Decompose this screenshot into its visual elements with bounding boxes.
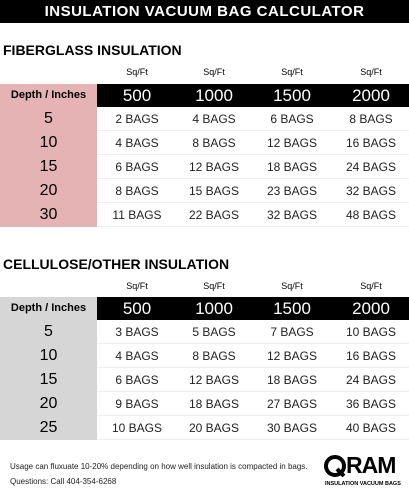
bag-count: 40 BAGS	[345, 421, 397, 435]
depth-value: 20	[39, 395, 58, 412]
depth-value: 15	[39, 371, 58, 388]
bag-count: 12 BAGS	[266, 349, 318, 363]
section-title: FIBERGLASS INSULATION	[3, 42, 182, 58]
bag-count: 36 BAGS	[345, 397, 397, 411]
section-title: CELLULOSE/OTHER INSULATION	[3, 256, 230, 272]
column-header: 2000	[352, 86, 390, 105]
depth-value: 5	[44, 323, 53, 340]
row-line	[97, 415, 409, 416]
row-line	[97, 391, 409, 392]
bag-count: 10 BAGS	[345, 325, 397, 339]
unit-label: Sq/Ft	[203, 67, 225, 77]
depth-value: 30	[39, 206, 58, 223]
header-bar	[97, 297, 409, 320]
unit-label: Sq/Ft	[203, 281, 225, 291]
column-header: 1500	[273, 86, 311, 105]
bag-count: 6 BAGS	[270, 112, 314, 126]
bag-count: 6 BAGS	[115, 373, 159, 387]
unit-label: Sq/Ft	[360, 67, 382, 77]
depth-value: 10	[39, 347, 58, 364]
footer-contact: Questions: Call 404-354-6268	[10, 477, 117, 486]
row-line	[97, 343, 409, 344]
column-header: 500	[122, 86, 152, 105]
bag-count: 18 BAGS	[266, 160, 318, 174]
bag-count: 11 BAGS	[112, 208, 162, 222]
bag-count: 6 BAGS	[115, 160, 159, 174]
row-line	[97, 367, 409, 368]
column-header: 1000	[195, 299, 233, 318]
depth-value: 20	[39, 182, 58, 199]
depth-value: 25	[39, 419, 58, 436]
logo-tagline: INSULATION VACUUM BAGS	[325, 481, 401, 487]
footer-note: Usage can fluxuate 10-20% depending on h…	[10, 462, 308, 471]
bag-count: 8 BAGS	[115, 184, 159, 198]
bag-count: 16 BAGS	[345, 349, 397, 363]
bag-count: 48 BAGS	[345, 208, 397, 222]
column-header: 2000	[352, 299, 390, 318]
bag-count: 12 BAGS	[188, 160, 240, 174]
bag-count: 12 BAGS	[266, 136, 318, 150]
unit-label: Sq/Ft	[281, 67, 303, 77]
row-line	[97, 226, 409, 227]
bag-count: 18 BAGS	[266, 373, 318, 387]
bag-count: 4 BAGS	[192, 112, 236, 126]
depth-value: 5	[44, 110, 53, 127]
side-column	[0, 297, 97, 440]
row-line	[97, 439, 409, 440]
bag-count: 27 BAGS	[266, 397, 318, 411]
bag-count: 15 BAGS	[188, 184, 240, 198]
unit-label: Sq/Ft	[281, 281, 303, 291]
bag-count: 30 BAGS	[266, 421, 318, 435]
unit-label: Sq/Ft	[126, 67, 148, 77]
bag-count: 22 BAGS	[188, 208, 240, 222]
bag-count: 5 BAGS	[192, 325, 236, 339]
header-bar	[97, 84, 409, 107]
bag-count: 20 BAGS	[188, 421, 240, 435]
depth-label: Depth / Inches	[10, 302, 87, 314]
row-line	[97, 178, 409, 179]
bag-count: 7 BAGS	[270, 325, 314, 339]
bag-count: 23 BAGS	[266, 184, 318, 198]
bag-count: 9 BAGS	[115, 397, 159, 411]
column-header: 500	[122, 299, 152, 318]
bag-count: 24 BAGS	[345, 373, 397, 387]
column-header: 1000	[195, 86, 233, 105]
bag-count: 24 BAGS	[345, 160, 397, 174]
bag-count: 8 BAGS	[192, 349, 236, 363]
row-line	[97, 154, 409, 155]
unit-label: Sq/Ft	[360, 281, 382, 291]
column-header: 1500	[273, 299, 311, 318]
bag-count: 3 BAGS	[115, 325, 159, 339]
row-line	[97, 202, 409, 203]
bag-count: 10 BAGS	[111, 421, 163, 435]
bag-count: 12 BAGS	[188, 373, 240, 387]
bag-count: 16 BAGS	[345, 136, 397, 150]
bag-count: 8 BAGS	[192, 136, 236, 150]
depth-value: 10	[39, 134, 58, 151]
logo-icon	[324, 455, 346, 477]
bag-count: 2 BAGS	[115, 112, 159, 126]
logo-text: RAM	[346, 452, 396, 478]
bag-count: 4 BAGS	[115, 136, 159, 150]
unit-label: Sq/Ft	[126, 281, 148, 291]
bag-count: 32 BAGS	[345, 184, 397, 198]
bag-count: 4 BAGS	[115, 349, 159, 363]
side-column	[0, 84, 97, 227]
depth-value: 15	[39, 158, 58, 175]
page-title: INSULATION VACUUM BAG CALCULATOR	[0, 0, 409, 23]
bag-count: 8 BAGS	[349, 112, 393, 126]
row-line	[97, 130, 409, 131]
bag-count: 32 BAGS	[266, 208, 318, 222]
bag-count: 18 BAGS	[188, 397, 240, 411]
depth-label: Depth / Inches	[10, 89, 87, 101]
